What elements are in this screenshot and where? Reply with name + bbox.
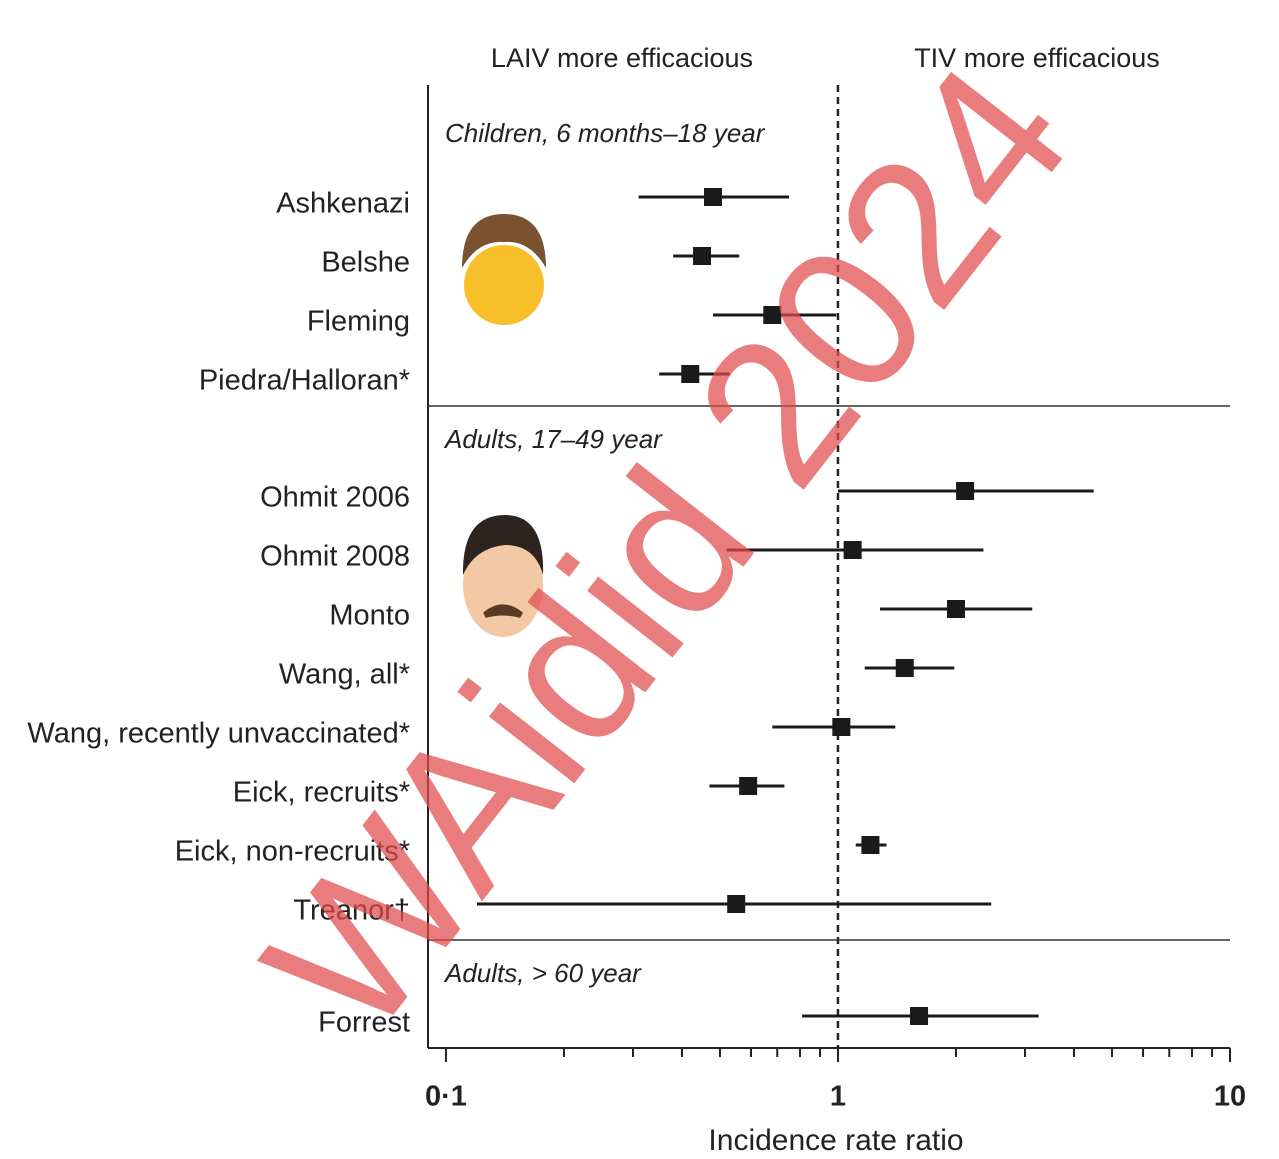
study-label: Wang, recently unvaccinated*: [27, 718, 410, 750]
study-label: Ashkenazi: [276, 188, 410, 220]
study-label: Piedra/Halloran*: [199, 365, 410, 397]
study-label: Ohmit 2006: [260, 482, 410, 514]
point-estimate: [947, 600, 965, 618]
point-estimate: [861, 836, 879, 854]
study-label: Fleming: [307, 306, 410, 338]
study-label: Belshe: [321, 247, 410, 279]
x-axis-label: Incidence rate ratio: [708, 1124, 963, 1157]
point-estimate: [727, 895, 745, 913]
point-estimate: [739, 777, 757, 795]
point-estimate: [896, 659, 914, 677]
header-left: LAIV more efficacious: [491, 43, 753, 73]
chart: LAIV more efficacious TIV more efficacio…: [0, 0, 1279, 1159]
study-label: Ohmit 2008: [260, 541, 410, 573]
point-estimate: [693, 247, 711, 265]
x-tick-label: 0·1: [425, 1081, 467, 1113]
x-tick-label: 10: [1214, 1081, 1246, 1113]
study-label: Monto: [329, 600, 410, 632]
point-estimate: [956, 482, 974, 500]
point-estimate: [844, 541, 862, 559]
study-label: Wang, all*: [279, 659, 410, 691]
point-estimate: [832, 718, 850, 736]
x-tick-label: 1: [830, 1081, 846, 1113]
point-estimate: [704, 188, 722, 206]
child-icon: [462, 214, 546, 325]
point-estimate: [910, 1007, 928, 1025]
group-label: Children, 6 months–18 year: [445, 118, 766, 148]
